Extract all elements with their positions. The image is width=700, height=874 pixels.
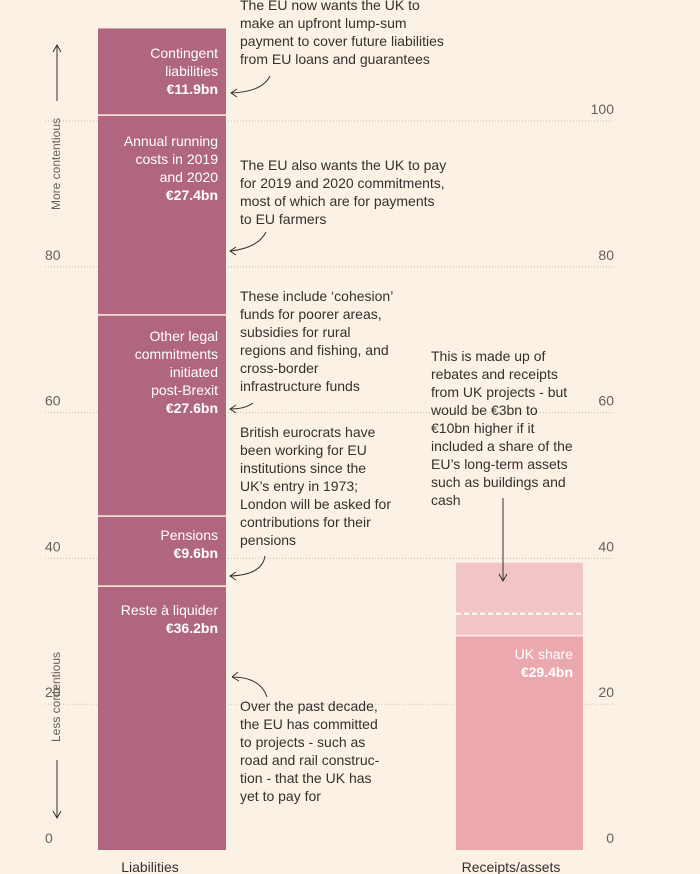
liability-value-2: €27.6bn [166, 400, 218, 416]
annotations: The EU now wants the UK to make an upfron… [229, 0, 573, 804]
category-label-liabilities: Liabilities [121, 859, 179, 874]
liability-bar-3 [98, 115, 226, 315]
annotation-receipts: This is made up of [431, 348, 545, 364]
liability-bar-4 [98, 28, 226, 116]
liability-label-4: liabilities [165, 63, 218, 79]
annotation-legal-commitments: infrastructure funds [240, 378, 360, 394]
right-tick-0: 0 [606, 830, 614, 846]
annotation-receipts: €10bn higher if it [431, 420, 535, 436]
liability-label-4: Contingent [150, 45, 218, 61]
annotation-running-costs: The EU also wants the UK to pay [240, 157, 446, 173]
bars [98, 28, 583, 850]
annotation-reste-a-liquider: Over the past decade, [240, 698, 378, 714]
annotation-legal-commitments: cross-border [240, 360, 319, 376]
liability-bar-1 [98, 516, 226, 587]
pointer-contingent [230, 75, 271, 94]
annotation-receipts: rebates and receipts [431, 366, 558, 382]
axes: 0 0 20 20 40 40 60 60 80 80 100 More contentious Les… [45, 43, 615, 874]
pointer-legal-commitments-head [229, 404, 237, 414]
liability-label-3: costs in 2019 [136, 151, 219, 167]
more-contentious-arrow-head [52, 43, 62, 53]
annotation-pensions: pensions [240, 532, 296, 548]
pointer-running-costs [229, 231, 267, 252]
liability-label-1: Pensions [160, 527, 218, 543]
annotation-pensions: London will be asked for [240, 496, 391, 512]
less-contentious-arrow-head [52, 810, 62, 820]
annotation-pensions: British eurocrats have [240, 424, 376, 440]
liability-label-2: initiated [170, 364, 218, 380]
liability-value-1: €9.6bn [174, 545, 218, 561]
annotation-legal-commitments: subsidies for rural [240, 324, 351, 340]
segment-labels: Reste à liquider €36.2bn Pensions €9.6bn Oth… [121, 45, 573, 680]
pointer-contingent-head [230, 88, 238, 98]
pointer-reste-a-liquider-head [231, 671, 240, 682]
annotation-receipts: would be €3bn to [430, 402, 538, 418]
liability-label-2: commitments [135, 346, 218, 362]
annotation-legal-commitments: regions and fishing, and [240, 342, 389, 358]
right-tick-40: 40 [598, 538, 614, 554]
right-tick-60: 60 [598, 393, 614, 409]
annotation-receipts: cash [431, 492, 461, 508]
annotation-contingent: payment to cover future liabilities [240, 33, 444, 49]
right-tick-80: 80 [598, 247, 614, 263]
pointer-pensions-head [229, 571, 237, 581]
annotation-running-costs: to EU farmers [240, 211, 326, 227]
category-label-receipts: Receipts/assets [462, 859, 561, 874]
liability-value-3: €27.4bn [166, 187, 218, 203]
annotation-pensions: institutions since the [240, 460, 366, 476]
liability-value-0: €36.2bn [166, 620, 218, 636]
uk-share-label: UK share [515, 646, 574, 662]
less-contentious-label: Less contentious [49, 652, 63, 742]
annotation-receipts: from UK projects - but [431, 384, 567, 400]
liability-label-2: Other legal [150, 328, 218, 344]
annotation-pensions: UK’s entry in 1973; [240, 478, 358, 494]
annotation-receipts: included a share of the [431, 438, 573, 454]
pointer-running-costs-head [229, 246, 237, 256]
annotation-reste-a-liquider: yet to pay for [240, 788, 321, 804]
annotation-reste-a-liquider: road and rail construc- [240, 752, 380, 768]
right-tick-100: 100 [591, 101, 615, 117]
uk-share-bar [456, 635, 583, 850]
extra-assets-bar [456, 562, 583, 636]
annotation-contingent: The EU now wants the UK to [240, 0, 420, 13]
left-tick-60: 60 [45, 393, 61, 409]
liability-bar-0 [98, 586, 226, 850]
liability-label-3: and 2020 [160, 169, 219, 185]
liability-label-0: Reste à liquider [121, 602, 219, 618]
liability-value-4: €11.9bn [167, 81, 218, 97]
liability-label-3: Annual running [124, 133, 218, 149]
annotation-legal-commitments: These include ‘cohesion’ [240, 288, 393, 304]
right-tick-20: 20 [598, 684, 614, 700]
annotation-pensions: contributions for their [240, 514, 371, 530]
annotation-reste-a-liquider: tion - that the UK has [240, 770, 372, 786]
left-tick-80: 80 [45, 247, 61, 263]
pointer-reste-a-liquider [231, 676, 268, 698]
left-tick-20: 20 [45, 684, 61, 700]
annotation-legal-commitments: funds for poorer areas, [240, 306, 382, 322]
liability-label-2: post-Brexit [151, 382, 218, 398]
annotation-reste-a-liquider: to projects - such as [240, 734, 365, 750]
annotation-running-costs: for 2019 and 2020 commitments, [240, 175, 445, 191]
annotation-receipts: EU’s long-term assets [431, 456, 568, 472]
annotation-contingent: make an upfront lump-sum [240, 15, 407, 31]
pointer-receipts-head [498, 573, 508, 583]
annotation-running-costs: most of which are for payments [240, 193, 435, 209]
annotation-pensions: been working for EU [240, 442, 367, 458]
annotation-receipts: such as buildings and [431, 474, 566, 490]
liability-bar-2 [98, 314, 226, 517]
left-tick-0: 0 [45, 830, 53, 846]
pointer-legal-commitments [229, 402, 254, 410]
left-tick-40: 40 [45, 538, 61, 554]
more-contentious-label: More contentious [49, 118, 63, 210]
annotation-contingent: from EU loans and guarantees [240, 51, 430, 67]
uk-share-value: €29.4bn [521, 664, 573, 680]
annotation-reste-a-liquider: the EU has committed [240, 716, 378, 732]
pointer-pensions [229, 555, 266, 577]
